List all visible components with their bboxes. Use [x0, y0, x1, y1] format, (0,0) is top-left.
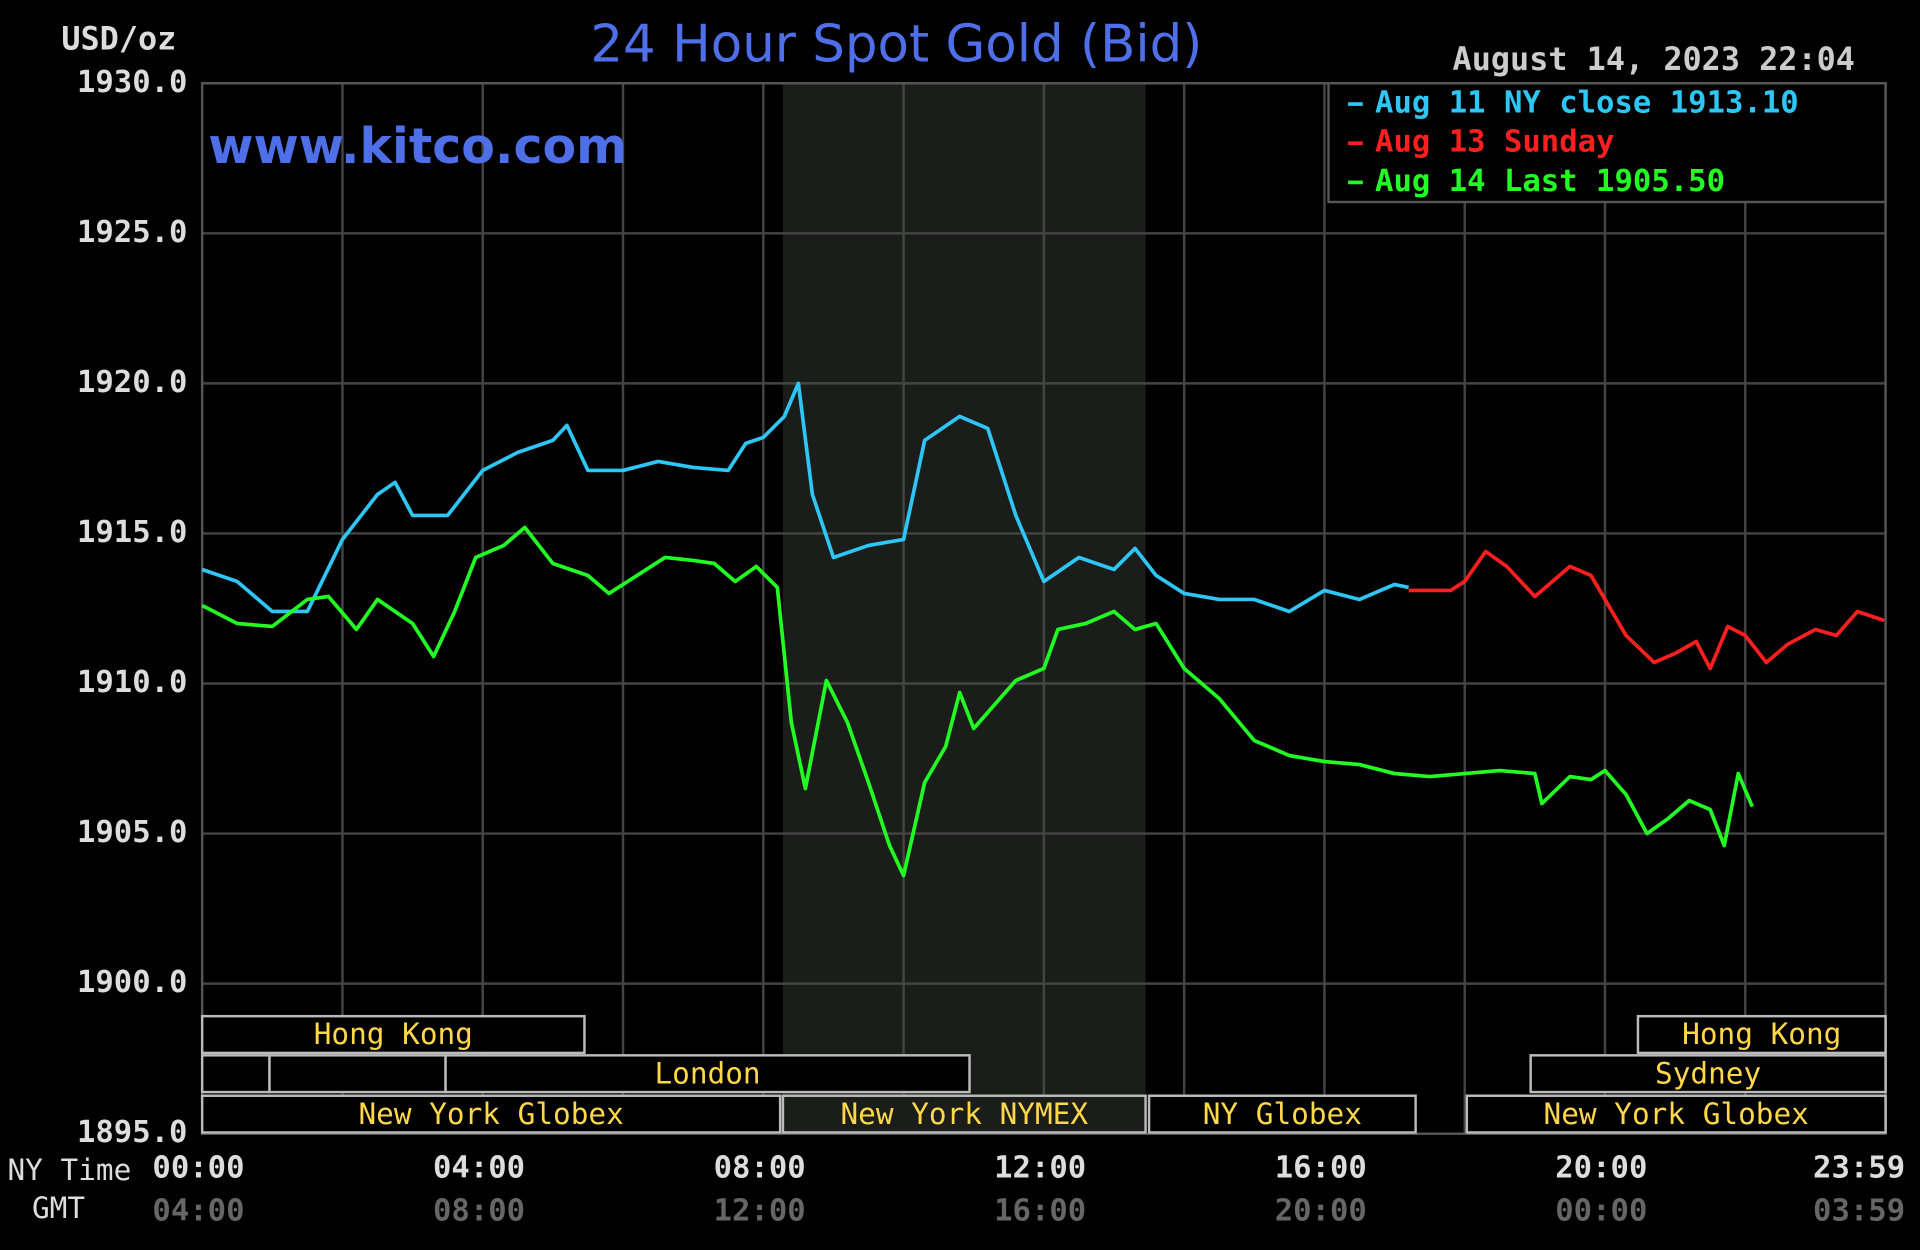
- session-bar: [1636, 1014, 1887, 1055]
- session-shade: [782, 83, 1146, 1134]
- x-tick-label: 04:00: [433, 1151, 525, 1186]
- session-bar: [268, 1054, 447, 1094]
- y-tick-label: 1910.0: [77, 665, 188, 700]
- x-tick-label: 08:00: [714, 1151, 806, 1186]
- x2-tick-label: 03:59: [1813, 1194, 1905, 1229]
- session-label: NY Globex: [1203, 1097, 1362, 1131]
- y-tick-label: 1915.0: [77, 515, 188, 550]
- y-tick-label: 1900.0: [77, 965, 188, 1000]
- session-bar: [1529, 1054, 1887, 1094]
- session-bar: [781, 1094, 1147, 1134]
- x2-tick-label: 12:00: [714, 1194, 806, 1229]
- y-axis-label: USD/oz: [61, 19, 176, 57]
- session-bar: [444, 1054, 971, 1094]
- session-label: Hong Kong: [314, 1017, 473, 1051]
- x-tick-label: 16:00: [1275, 1151, 1367, 1186]
- legend-label: Aug 11 NY close 1913.10: [1375, 86, 1799, 121]
- x-axis-label: NY Time: [8, 1153, 132, 1187]
- legend-label: Aug 13 Sunday: [1375, 125, 1614, 160]
- x-tick-label: 23:59: [1813, 1151, 1905, 1186]
- series-line: [1408, 549, 1885, 671]
- x-tick-label: 20:00: [1555, 1151, 1647, 1186]
- session-label: Sydney: [1655, 1056, 1761, 1090]
- session-label: New York Globex: [359, 1097, 624, 1131]
- timestamp: August 14, 2023 22:04: [1453, 40, 1855, 78]
- session-label: New York NYMEX: [840, 1097, 1088, 1131]
- x2-tick-label: 00:00: [1555, 1194, 1647, 1229]
- series-line: [201, 525, 1754, 878]
- y-tick-label: 1905.0: [77, 815, 188, 850]
- x2-tick-label: 04:00: [152, 1194, 244, 1229]
- x2-tick-label: 16:00: [994, 1194, 1086, 1229]
- y-tick-label: 1920.0: [77, 365, 188, 400]
- session-bar: [200, 1014, 586, 1055]
- session-label: Hong Kong: [1682, 1017, 1841, 1051]
- session-label: London: [654, 1056, 760, 1090]
- legend-box: [1327, 82, 1887, 204]
- legend-label: Aug 14 Last 1905.50: [1375, 164, 1725, 199]
- x-tick-label: 12:00: [994, 1151, 1086, 1186]
- x-tick-label: 00:00: [152, 1151, 244, 1186]
- watermark: www.kitco.com: [208, 118, 627, 175]
- x2-tick-label: 20:00: [1275, 1194, 1367, 1229]
- plot-border: [200, 82, 1887, 1135]
- y-tick-label: 1895.0: [77, 1115, 188, 1150]
- session-bar: [200, 1094, 782, 1134]
- x2-axis-label: GMT: [32, 1191, 85, 1225]
- x2-tick-label: 08:00: [433, 1194, 525, 1229]
- session-bar: [1465, 1094, 1887, 1134]
- y-tick-label: 1930.0: [77, 65, 188, 100]
- series-line: [201, 381, 1409, 614]
- session-bar: [200, 1054, 271, 1094]
- y-tick-label: 1925.0: [77, 215, 188, 250]
- session-label: New York Globex: [1544, 1097, 1809, 1131]
- session-bar: [1147, 1094, 1417, 1134]
- chart-title: 24 Hour Spot Gold (Bid): [590, 15, 1202, 75]
